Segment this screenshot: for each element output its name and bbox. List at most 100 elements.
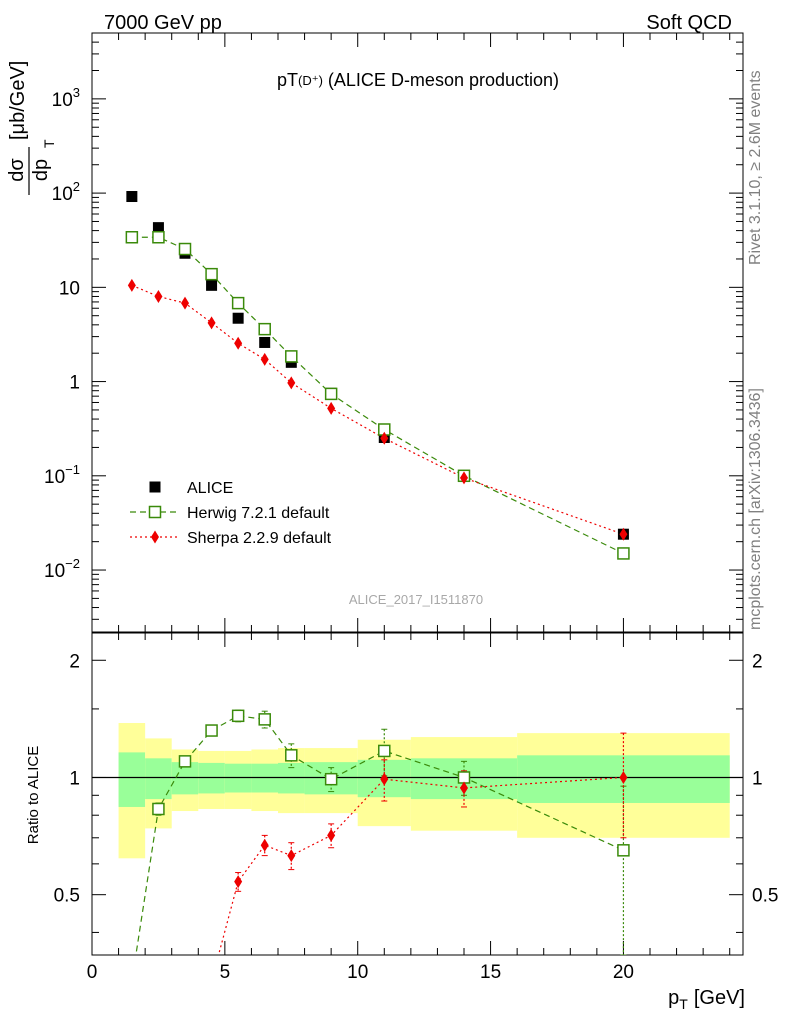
ylabel-denominator-sub: T [41, 139, 57, 148]
main-data-point [152, 231, 165, 244]
main-plot-area: 10−2 10−1 1 10 102 103 ALICE Herwig 7.2.1 defau… [44, 32, 744, 633]
ratio-xtick-label: 15 [480, 962, 501, 983]
ratio-data-point [378, 744, 391, 758]
main-data-point [205, 267, 218, 281]
ratio-data-point [617, 844, 630, 857]
main-data-point [207, 316, 216, 330]
ratio-data-point [205, 724, 218, 737]
ratio-data-point [234, 875, 243, 889]
main-data-point [206, 279, 218, 291]
main-title: pT(D⁺) (ALICE D-meson production) [277, 70, 559, 90]
main-data-point [324, 387, 338, 401]
uncertainty-band-inner [198, 762, 225, 794]
legend-marker [149, 481, 161, 493]
ratio-xtick-label: 5 [220, 962, 231, 983]
ratio-frame [91, 632, 744, 956]
ratio-xtick-label: 10 [347, 962, 368, 983]
main-data-point [287, 376, 296, 390]
uncertainty-band-inner [251, 763, 278, 793]
ratio-ytick-label-left: 1 [69, 768, 80, 789]
mcplots-label: mcplots.cern.ch [arXiv:1306.3436] [747, 388, 764, 630]
main-data-point [617, 547, 630, 560]
ratio-ytick-label-right: 2 [752, 651, 763, 672]
ratio-data-point [285, 749, 298, 762]
main-data-point [258, 322, 271, 336]
ratio-plot-area: 0.5 0.51 12 20 5 10 15 20 [54, 632, 778, 988]
ratio-ytick-label-right: 1 [752, 768, 763, 789]
ratio-data-point [152, 802, 165, 816]
ratio-data-point [231, 709, 245, 723]
main-data-point [619, 527, 628, 541]
xlabel-unit: [GeV] [694, 987, 745, 1009]
legend-marker [151, 530, 159, 544]
xlabel-main: p [668, 987, 679, 1009]
main-data-point [285, 350, 298, 363]
ratio-ytick-label-right: 0.5 [752, 886, 778, 907]
main-data-point [154, 289, 163, 303]
ratio-data-point [457, 771, 471, 784]
main-ytick-label: 10−2 [44, 556, 80, 582]
main-title-process: (ALICE D-meson production) [328, 70, 559, 90]
header-left: 7000 GeV pp [104, 12, 222, 34]
legend-label: Sherpa 2.2.9 default [187, 530, 332, 547]
ratio-data-point [178, 755, 192, 768]
ratio-data-point [324, 772, 338, 786]
ratio-xtick-label: 20 [613, 962, 634, 983]
ratio-series-line [217, 776, 624, 955]
legend-marker [148, 505, 162, 519]
main-ytick-label: 1 [69, 373, 80, 394]
header-right: Soft QCD [646, 12, 732, 34]
main-series-line [131, 236, 624, 554]
ratio-ytick-label-left: 2 [69, 651, 80, 672]
main-data-point [126, 191, 138, 203]
main-data-point [234, 336, 243, 350]
ratio-ytick-label-left: 0.5 [54, 886, 80, 907]
xlabel-sub: T [679, 996, 688, 1012]
main-title-variable: pT [277, 70, 298, 90]
main-data-point [460, 471, 468, 485]
main-data-point [181, 296, 189, 310]
ratio-data-point [208, 975, 216, 988]
ratio-data-point [460, 781, 468, 795]
ratio-panel: 0.5 0.51 12 20 5 10 15 20 Ratio to ALICE pT [GeV… [25, 632, 778, 1012]
main-data-point [260, 352, 269, 366]
legend-label: ALICE [187, 480, 233, 497]
ratio-data-point [260, 838, 269, 852]
ratio-ylabel: Ratio to ALICE [25, 746, 42, 844]
x-axis-label: pT [GeV] [668, 987, 745, 1012]
ratio-data-point [380, 772, 389, 786]
rivet-label: Rivet 3.1.10, ≥ 2.6M events [747, 70, 764, 265]
ratio-series-group [126, 709, 630, 988]
ratio-series-line [135, 715, 624, 955]
main-data-point [232, 312, 244, 324]
main-data-point [231, 296, 245, 310]
main-frame [91, 32, 744, 633]
main-data-point [327, 401, 336, 415]
main-data-point [380, 431, 389, 445]
ratio-data-point [126, 976, 137, 987]
ylabel-unit: [μb/GeV] [7, 61, 29, 140]
uncertainty-band-inner [118, 752, 146, 807]
main-ytick-label: 102 [52, 179, 80, 205]
ylabel-numerator: dσ [6, 158, 28, 182]
main-ytick-label: 10 [59, 278, 80, 299]
ratio-data-point [287, 849, 296, 863]
main-data-point [178, 242, 192, 256]
legend-label: Herwig 7.2.1 default [187, 505, 330, 522]
main-ytick-label: 103 [52, 85, 80, 111]
y-axis-label-main: dσ dp T [μb/GeV] [6, 61, 57, 195]
main-data-point [125, 231, 139, 244]
main-data-point [259, 336, 271, 348]
analysis-watermark: ALICE_2017_I1511870 [349, 592, 483, 607]
ylabel-denominator: dp [30, 159, 52, 181]
ratio-data-point [327, 828, 336, 842]
ratio-data-point [619, 770, 628, 784]
ratio-xtick-label: 0 [87, 962, 98, 983]
main-data-point [127, 278, 136, 292]
main-panel: 10−2 10−1 1 10 102 103 ALICE Herwig 7.2.1 defau… [6, 32, 744, 633]
main-data-point [152, 222, 164, 234]
ratio-data-point [258, 713, 271, 726]
main-ytick-label: 10−1 [44, 462, 80, 488]
uncertainty-band-inner [224, 763, 252, 793]
